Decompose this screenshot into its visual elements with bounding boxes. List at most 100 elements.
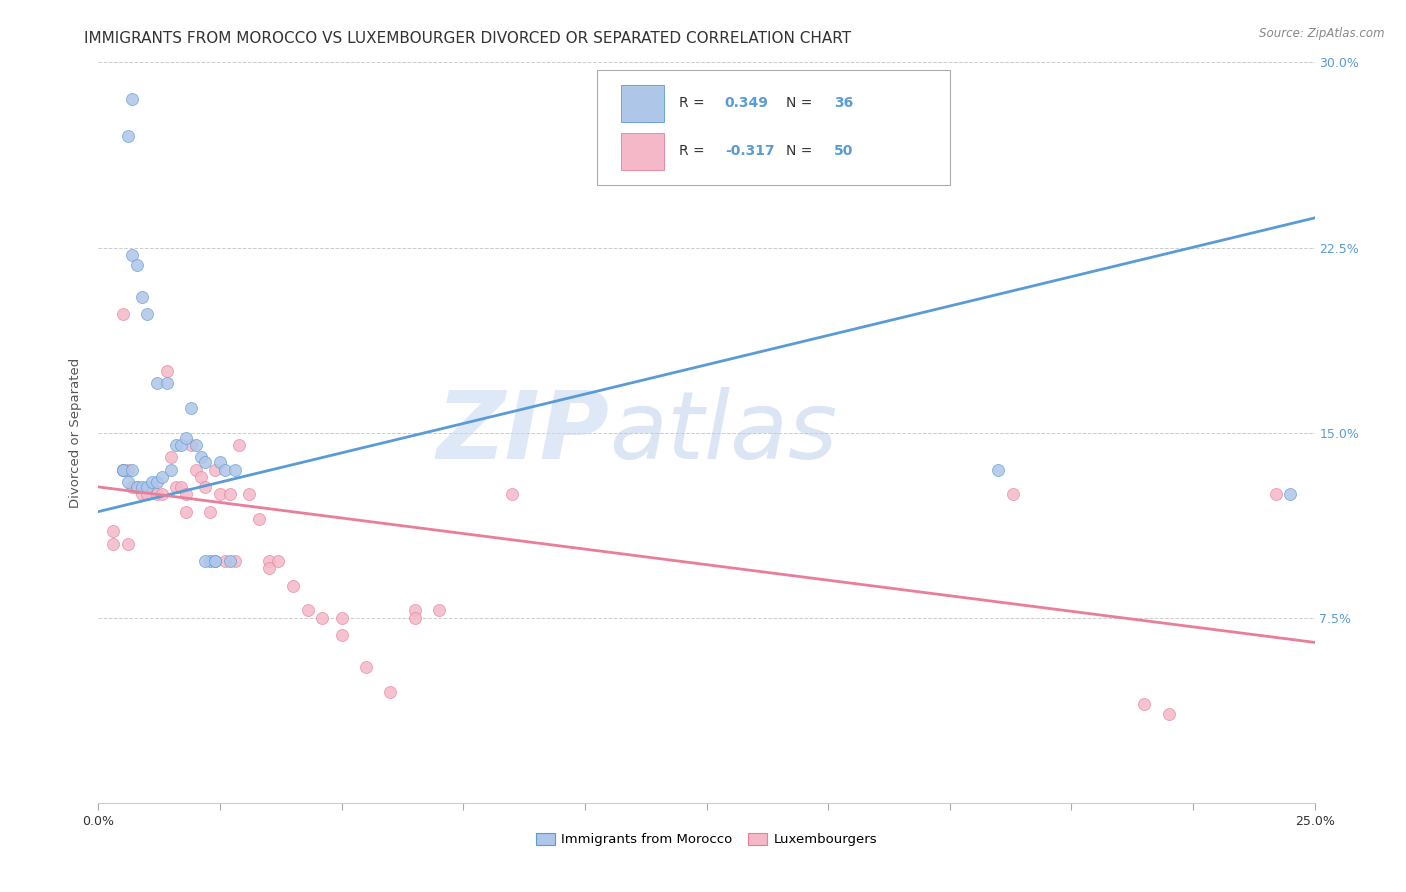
Point <box>1279 487 1302 501</box>
Point <box>1264 487 1286 501</box>
Point <box>170 438 193 452</box>
Point <box>330 610 353 624</box>
Point <box>404 603 426 617</box>
Text: R =: R = <box>679 96 709 110</box>
Point <box>111 462 134 476</box>
Point <box>117 536 139 550</box>
Point <box>427 603 450 617</box>
Point <box>194 554 217 568</box>
Text: N =: N = <box>786 145 817 158</box>
Point <box>501 487 523 501</box>
Text: N =: N = <box>786 96 817 110</box>
Point <box>111 462 134 476</box>
Point <box>101 536 124 550</box>
Point <box>141 475 163 489</box>
Point <box>150 487 173 501</box>
Legend: Immigrants from Morocco, Luxembourgers: Immigrants from Morocco, Luxembourgers <box>531 828 882 852</box>
Point <box>174 505 197 519</box>
Point <box>146 475 169 489</box>
Text: IMMIGRANTS FROM MOROCCO VS LUXEMBOURGER DIVORCED OR SEPARATED CORRELATION CHART: IMMIGRANTS FROM MOROCCO VS LUXEMBOURGER … <box>84 31 852 46</box>
Point <box>194 455 217 469</box>
Text: 0.349: 0.349 <box>724 96 769 110</box>
Point <box>121 92 143 106</box>
Point <box>257 561 280 575</box>
Point <box>380 685 402 699</box>
Point <box>174 431 197 445</box>
Text: ZIP: ZIP <box>436 386 609 479</box>
Point <box>1001 487 1024 501</box>
Point <box>127 480 149 494</box>
Point <box>111 307 134 321</box>
Point <box>174 487 197 501</box>
FancyBboxPatch shape <box>621 133 664 169</box>
Point <box>214 554 236 568</box>
Point <box>150 470 173 484</box>
Point <box>204 554 226 568</box>
Point <box>218 554 240 568</box>
Y-axis label: Divorced or Separated: Divorced or Separated <box>69 358 83 508</box>
Point <box>180 438 202 452</box>
Point <box>165 438 187 452</box>
Point <box>111 462 134 476</box>
Point <box>238 487 260 501</box>
Point <box>194 480 217 494</box>
Point <box>117 462 139 476</box>
Point <box>131 290 153 304</box>
Point <box>146 487 169 501</box>
Point <box>247 512 270 526</box>
Point <box>117 475 139 489</box>
FancyBboxPatch shape <box>621 85 664 121</box>
Point <box>404 610 426 624</box>
Point <box>987 462 1010 476</box>
Point <box>330 628 353 642</box>
Point <box>184 438 207 452</box>
Point <box>165 480 187 494</box>
Point <box>209 487 232 501</box>
Point <box>224 462 246 476</box>
Point <box>101 524 124 539</box>
Point <box>354 660 377 674</box>
FancyBboxPatch shape <box>598 70 950 185</box>
Text: R =: R = <box>679 145 709 158</box>
Point <box>127 480 149 494</box>
Point <box>155 364 177 378</box>
Point <box>121 462 143 476</box>
Point <box>127 258 149 272</box>
Point <box>311 610 333 624</box>
Point <box>146 376 169 391</box>
Point <box>200 554 222 568</box>
Text: atlas: atlas <box>609 387 838 478</box>
Point <box>218 487 240 501</box>
Point <box>209 455 232 469</box>
Point <box>131 487 153 501</box>
Point <box>136 307 159 321</box>
Point <box>224 554 246 568</box>
Point <box>281 579 304 593</box>
Point <box>155 376 177 391</box>
Point <box>180 401 202 415</box>
Text: Source: ZipAtlas.com: Source: ZipAtlas.com <box>1260 27 1385 40</box>
Point <box>160 462 183 476</box>
Point <box>228 438 250 452</box>
Point <box>257 554 280 568</box>
Point <box>297 603 319 617</box>
Point <box>136 480 159 494</box>
Point <box>267 554 290 568</box>
Point <box>131 480 153 494</box>
Text: 36: 36 <box>834 96 853 110</box>
Point <box>1157 706 1180 721</box>
Point <box>121 248 143 262</box>
Point <box>160 450 183 465</box>
Point <box>121 480 143 494</box>
Text: 50: 50 <box>834 145 853 158</box>
Point <box>141 480 163 494</box>
Point <box>214 462 236 476</box>
Point <box>1133 697 1156 711</box>
Point <box>136 487 159 501</box>
Point <box>190 450 212 465</box>
Point <box>190 470 212 484</box>
Point <box>170 480 193 494</box>
Point <box>184 462 207 476</box>
Point <box>204 554 226 568</box>
Point <box>204 462 226 476</box>
